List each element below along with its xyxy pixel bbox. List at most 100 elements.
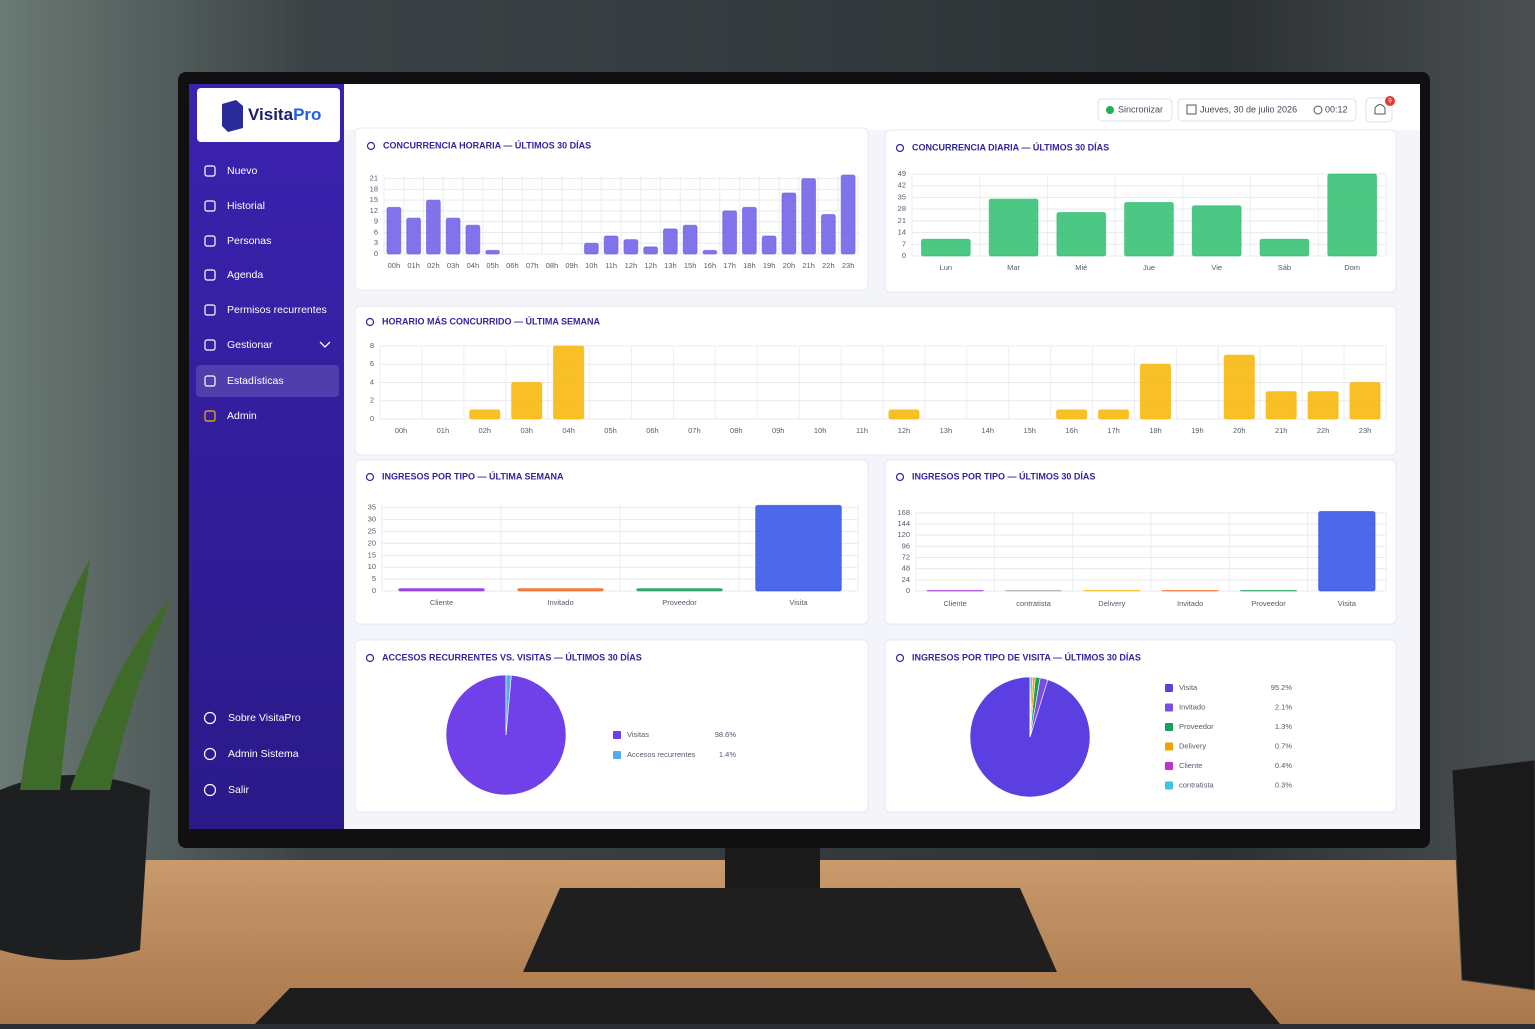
bar bbox=[512, 383, 542, 420]
x-tick-label: 17h bbox=[723, 261, 736, 270]
bar bbox=[1192, 206, 1241, 256]
x-tick-label: 22h bbox=[1317, 426, 1330, 435]
x-tick-label: 17h bbox=[1107, 426, 1120, 435]
bar bbox=[486, 250, 500, 254]
bar bbox=[756, 505, 842, 591]
x-tick-label: 11h bbox=[605, 261, 617, 270]
footer-item[interactable]: Salir bbox=[228, 784, 250, 796]
menu-item[interactable]: Nuevo bbox=[227, 165, 258, 177]
x-tick-label: Visita bbox=[789, 598, 808, 607]
x-tick-label: 18h bbox=[743, 261, 756, 270]
bar bbox=[742, 207, 756, 254]
chart-title: INGRESOS POR TIPO — ÚLTIMOS 30 DÍAS bbox=[912, 470, 1095, 481]
x-tick-label: 01h bbox=[407, 261, 420, 270]
sync-label: Sincronizar bbox=[1118, 104, 1163, 114]
bar bbox=[921, 239, 970, 256]
y-tick-label: 21 bbox=[898, 216, 906, 225]
y-tick-label: 12 bbox=[370, 206, 378, 215]
time: 00:12 bbox=[1325, 104, 1348, 114]
chart-panel bbox=[885, 640, 1396, 812]
menu-item[interactable]: Estadísticas bbox=[227, 375, 284, 387]
x-tick-label: 06h bbox=[646, 426, 659, 435]
bar bbox=[1328, 174, 1377, 256]
menu-item[interactable]: Admin bbox=[227, 410, 257, 422]
footer-item[interactable]: Admin Sistema bbox=[228, 748, 299, 760]
y-tick-label: 24 bbox=[902, 575, 910, 584]
bar bbox=[782, 193, 796, 254]
y-tick-label: 168 bbox=[897, 508, 910, 517]
y-tick-label: 21 bbox=[370, 174, 378, 183]
y-tick-label: 144 bbox=[897, 519, 910, 528]
bar bbox=[1319, 511, 1375, 591]
chart-title: HORARIO MÁS CONCURRIDO — ÚLTIMA SEMANA bbox=[382, 315, 600, 326]
legend-value: 2.1% bbox=[1275, 702, 1292, 711]
y-tick-label: 0 bbox=[902, 251, 906, 260]
x-tick-label: 19h bbox=[763, 261, 776, 270]
y-tick-label: 48 bbox=[902, 564, 910, 573]
y-tick-label: 6 bbox=[370, 359, 374, 368]
x-tick-label: 02h bbox=[427, 261, 440, 270]
legend-value: 1.3% bbox=[1275, 722, 1292, 731]
y-tick-label: 28 bbox=[898, 204, 906, 213]
bar bbox=[604, 236, 618, 254]
legend-label: Accesos recurrentes bbox=[627, 750, 696, 759]
x-tick-label: 04h bbox=[467, 261, 480, 270]
x-tick-label: 19h bbox=[1191, 426, 1204, 435]
y-tick-label: 49 bbox=[898, 169, 906, 178]
x-tick-label: 07h bbox=[688, 426, 701, 435]
x-tick-label: 03h bbox=[447, 261, 460, 270]
x-tick-label: 18h bbox=[1149, 426, 1162, 435]
menu-item[interactable]: Agenda bbox=[227, 269, 263, 281]
x-tick-label: 16h bbox=[1065, 426, 1078, 435]
y-tick-label: 9 bbox=[374, 217, 378, 226]
x-tick-label: 03h bbox=[520, 426, 533, 435]
x-tick-label: 15h bbox=[1023, 426, 1036, 435]
bar bbox=[703, 250, 717, 254]
y-tick-label: 35 bbox=[368, 503, 376, 512]
y-tick-label: 10 bbox=[368, 562, 376, 571]
bar bbox=[407, 218, 421, 254]
x-tick-label: Sáb bbox=[1278, 263, 1291, 272]
monitor-neck bbox=[725, 845, 820, 895]
x-tick-label: 00h bbox=[395, 426, 408, 435]
bar bbox=[821, 215, 835, 255]
x-tick-label: 12h bbox=[898, 426, 911, 435]
menu-item[interactable]: Personas bbox=[227, 235, 271, 247]
y-tick-label: 0 bbox=[906, 586, 910, 595]
x-tick-label: 00h bbox=[388, 261, 401, 270]
x-tick-label: Proveedor bbox=[662, 598, 697, 607]
footer-item[interactable]: Sobre VisitaPro bbox=[228, 712, 301, 724]
y-tick-label: 42 bbox=[898, 181, 906, 190]
x-tick-label: 14h bbox=[982, 426, 995, 435]
legend-value: 98.6% bbox=[715, 730, 737, 739]
x-tick-label: 08h bbox=[546, 261, 559, 270]
bar bbox=[1260, 239, 1309, 256]
x-tick-label: 12h bbox=[625, 261, 638, 270]
x-tick-label: 22h bbox=[822, 261, 835, 270]
bar bbox=[466, 225, 480, 254]
x-tick-label: 23h bbox=[842, 261, 855, 270]
x-tick-label: 21h bbox=[1275, 426, 1288, 435]
cloud-icon bbox=[1106, 106, 1114, 114]
menu-item[interactable]: Permisos recurrentes bbox=[227, 304, 327, 316]
bar bbox=[989, 199, 1038, 256]
x-tick-label: Lun bbox=[940, 263, 953, 272]
x-tick-label: Proveedor bbox=[1251, 599, 1286, 608]
legend-swatch bbox=[1165, 743, 1173, 751]
bar bbox=[399, 589, 485, 591]
legend-label: Proveedor bbox=[1179, 722, 1214, 731]
monitor-base bbox=[523, 888, 1057, 972]
menu-item[interactable]: Gestionar bbox=[227, 339, 273, 351]
y-tick-label: 120 bbox=[897, 530, 910, 539]
bar bbox=[723, 211, 737, 254]
bar bbox=[624, 240, 638, 254]
x-tick-label: 23h bbox=[1359, 426, 1372, 435]
legend-value: 0.4% bbox=[1275, 761, 1292, 770]
legend-label: Delivery bbox=[1179, 741, 1206, 750]
chart-title: ACCESOS RECURRENTES VS. VISITAS — ÚLTIMO… bbox=[382, 651, 642, 662]
menu-item[interactable]: Historial bbox=[227, 200, 265, 212]
y-tick-label: 0 bbox=[372, 586, 376, 595]
x-tick-label: Invitado bbox=[1177, 599, 1203, 608]
x-tick-label: Invitado bbox=[547, 598, 573, 607]
y-tick-label: 20 bbox=[368, 538, 376, 547]
